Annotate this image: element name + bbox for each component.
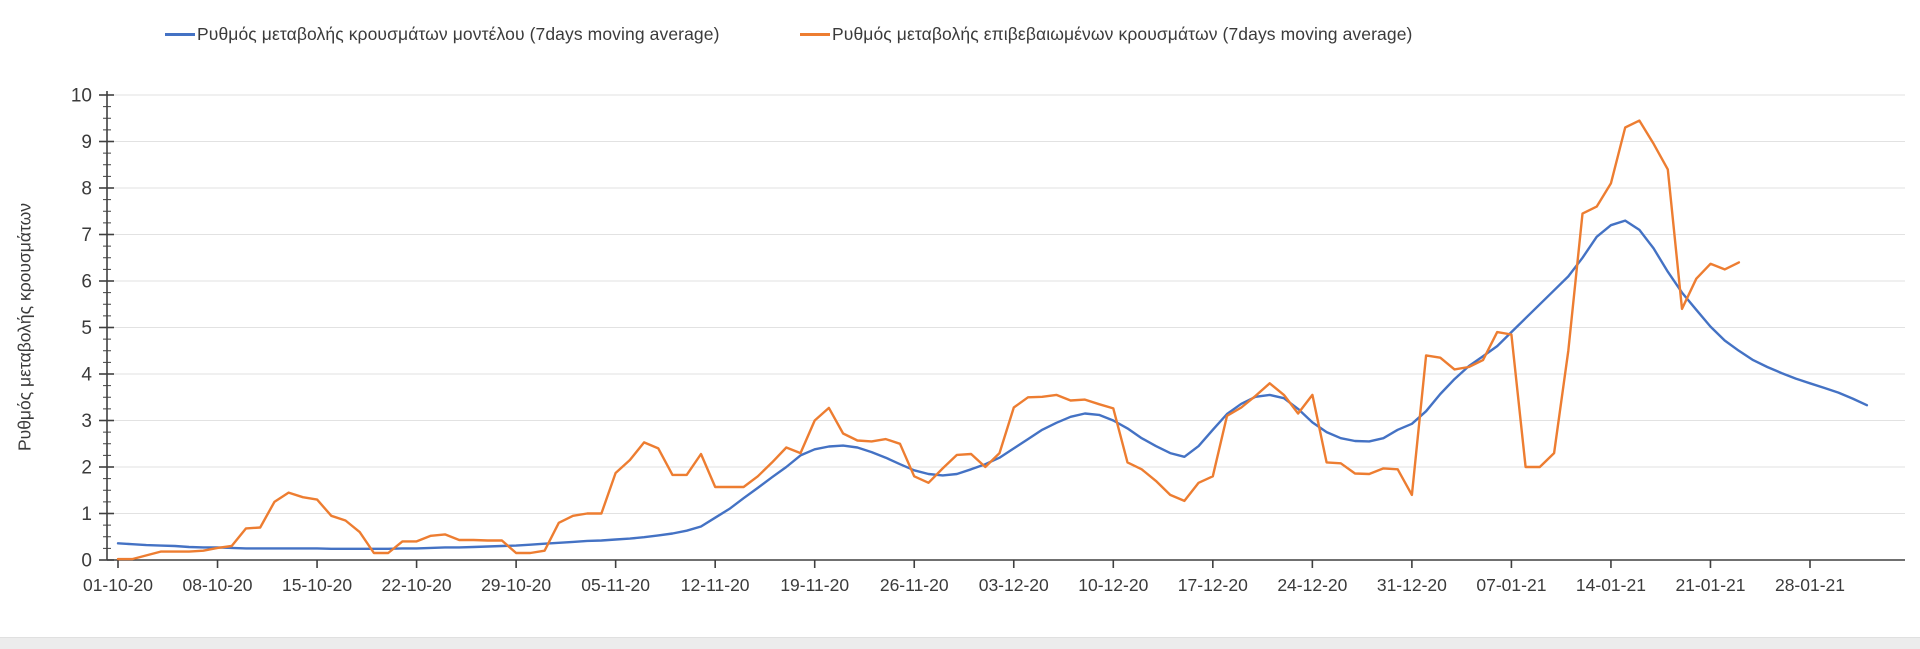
- y-tick-label: 8: [81, 179, 92, 200]
- x-tick-label: 26-11-20: [880, 575, 949, 595]
- y-tick-label: 6: [81, 272, 92, 293]
- x-tick-label: 24-12-20: [1277, 575, 1347, 595]
- data-series: [116, 119, 1869, 561]
- x-tick-label: 08-10-20: [182, 575, 252, 595]
- confirmed-series-line-swatch: [800, 33, 830, 36]
- gridlines: [107, 94, 1905, 514]
- legend-item-confirmed[interactable]: Ρυθμός μεταβολής επιβεβαιωμένων κρουσμάτ…: [800, 24, 1412, 45]
- x-tick-label: 03-12-20: [979, 575, 1049, 595]
- y-tick-label: 0: [81, 551, 92, 572]
- model-series-line-swatch: [165, 33, 195, 36]
- y-tick-label: 10: [71, 86, 92, 107]
- axes: [106, 91, 1905, 561]
- legend-label-confirmed: Ρυθμός μεταβολής επιβεβαιωμένων κρουσμάτ…: [832, 24, 1413, 44]
- x-tick-label: 29-10-20: [481, 575, 551, 595]
- confirmed-series-line: [116, 119, 1741, 561]
- x-tick-label: 28-01-21: [1775, 575, 1845, 595]
- axis-ticks: [99, 94, 1811, 568]
- y-tick-label: 4: [81, 365, 92, 386]
- x-tick-label: 21-01-21: [1675, 575, 1745, 595]
- x-tick-label: 07-01-21: [1476, 575, 1546, 595]
- x-tick-label: 12-11-20: [681, 575, 750, 595]
- x-tick-label: 22-10-20: [382, 575, 452, 595]
- x-tick-label: 19-11-20: [780, 575, 849, 595]
- window-bottom-strip: [0, 637, 1920, 649]
- x-tick-label: 01-10-20: [83, 575, 153, 595]
- y-tick-label: 5: [81, 318, 92, 339]
- x-tick-label: 15-10-20: [282, 575, 352, 595]
- x-tick-label: 17-12-20: [1178, 575, 1248, 595]
- axis-tick-labels: 0 1 2 3 4 5 6 7 8 9 10 01-10-20 08-10-20 15-10-20 22-1…: [71, 86, 1845, 596]
- x-tick-label: 14-01-21: [1576, 575, 1646, 595]
- y-tick-label: 1: [81, 504, 92, 525]
- y-tick-label: 7: [81, 225, 92, 246]
- x-tick-label: 05-11-20: [581, 575, 650, 595]
- y-axis-title: Ρυθμός μεταβολής κρουσμάτων: [14, 202, 35, 452]
- legend-label-model: Ρυθμός μεταβολής κρουσμάτων μοντέλου (7d…: [197, 24, 720, 44]
- x-tick-label: 10-12-20: [1078, 575, 1148, 595]
- y-tick-label: 9: [81, 132, 92, 153]
- y-tick-label: 2: [81, 458, 92, 479]
- model-series-line: [116, 219, 1869, 550]
- y-tick-label: 3: [81, 411, 92, 432]
- x-tick-label: 31-12-20: [1377, 575, 1447, 595]
- legend-item-model[interactable]: Ρυθμός μεταβολής κρουσμάτων μοντέλου (7d…: [165, 24, 720, 45]
